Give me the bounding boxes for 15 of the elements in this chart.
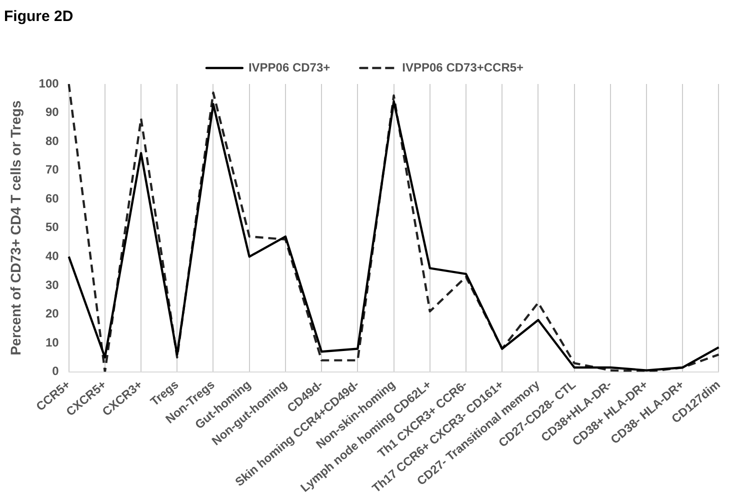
y-tick-label: 0 (52, 364, 60, 378)
y-tick-label: 10 (45, 335, 60, 350)
y-tick-label: 70 (45, 162, 60, 177)
legend-label: IVPP06 CD73+CCR5+ (402, 60, 524, 74)
y-tick-label: 60 (45, 191, 60, 206)
y-tick-label: 50 (45, 220, 60, 234)
legend-label: IVPP06 CD73+ (248, 60, 330, 74)
y-tick-label: 30 (45, 278, 60, 292)
chart-title: Figure 2D (4, 8, 74, 26)
y-axis-title: Percent of CD73+ CD4 T cells or Tregs (7, 100, 24, 356)
y-tick-label: 100 (38, 76, 60, 90)
y-tick-label: 80 (45, 134, 60, 148)
y-tick-label: 40 (45, 248, 60, 263)
y-tick-label: 90 (45, 105, 60, 120)
y-tick-label: 20 (45, 306, 60, 321)
